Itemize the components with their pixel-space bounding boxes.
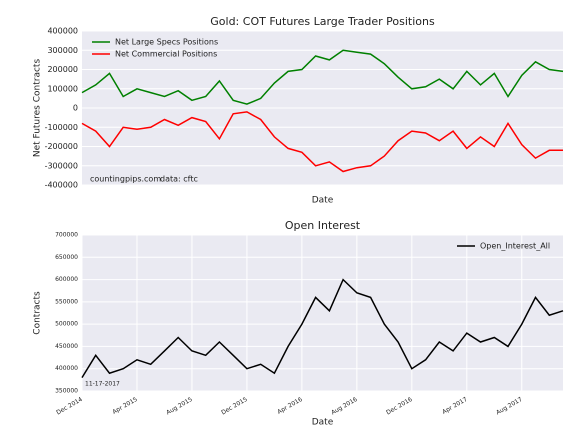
x-tick-label: Apr 2016 — [276, 396, 304, 416]
x-tick-label: Apr 2015 — [111, 396, 139, 416]
x-axis-label: Date — [312, 418, 334, 428]
x-tick-label: Dec 2014 — [55, 396, 84, 417]
legend-label: Net Large Specs Positions — [115, 38, 218, 47]
y-tick-label: 400000 — [47, 27, 78, 36]
y-tick-label: 550000 — [55, 298, 78, 305]
annotation: countingpips.com — [90, 175, 161, 184]
data-line — [81, 111, 563, 173]
legend-label: Open_Interest_All — [480, 242, 550, 251]
y-tick-label: 700000 — [55, 232, 78, 239]
y-axis-label: Contracts — [33, 291, 43, 335]
y-tick-label: 0 — [73, 104, 78, 113]
y-tick-label: 450000 — [55, 343, 78, 350]
y-tick-label: -400000 — [45, 181, 78, 190]
y-axis-label: Net Futures Contracts — [33, 59, 43, 158]
x-tick-label: Apr 2017 — [441, 396, 469, 416]
y-tick-label: 650000 — [55, 254, 78, 261]
annotation: data: cftc — [160, 175, 198, 184]
y-tick-label: 300000 — [47, 46, 78, 55]
y-tick-label: -300000 — [45, 161, 78, 170]
x-axis-label: Date — [312, 196, 334, 206]
plot-area — [82, 235, 563, 391]
x-tick-label: Aug 2017 — [495, 396, 524, 417]
legend-label: Net Commercial Positions — [115, 50, 217, 59]
y-tick-label: -200000 — [45, 142, 78, 151]
chart-title: Open Interest — [285, 219, 361, 232]
data-line — [81, 278, 564, 378]
y-tick-label: 600000 — [55, 276, 78, 283]
y-tick-label: 100000 — [47, 84, 78, 93]
chart-title: Gold: COT Futures Large Trader Positions — [210, 15, 435, 28]
data-line — [81, 49, 564, 105]
y-tick-label: 200000 — [47, 65, 78, 74]
x-tick-label: Aug 2015 — [165, 396, 194, 417]
x-tick-label: Dec 2016 — [385, 396, 414, 417]
x-tick-label: Aug 2016 — [330, 396, 359, 417]
y-tick-label: 350000 — [55, 388, 78, 395]
y-tick-label: -100000 — [45, 123, 78, 132]
annotation: 11-17-2017 — [85, 381, 120, 388]
x-tick-label: Dec 2015 — [220, 396, 249, 417]
y-tick-label: 400000 — [55, 365, 78, 372]
y-tick-label: 500000 — [55, 321, 78, 328]
